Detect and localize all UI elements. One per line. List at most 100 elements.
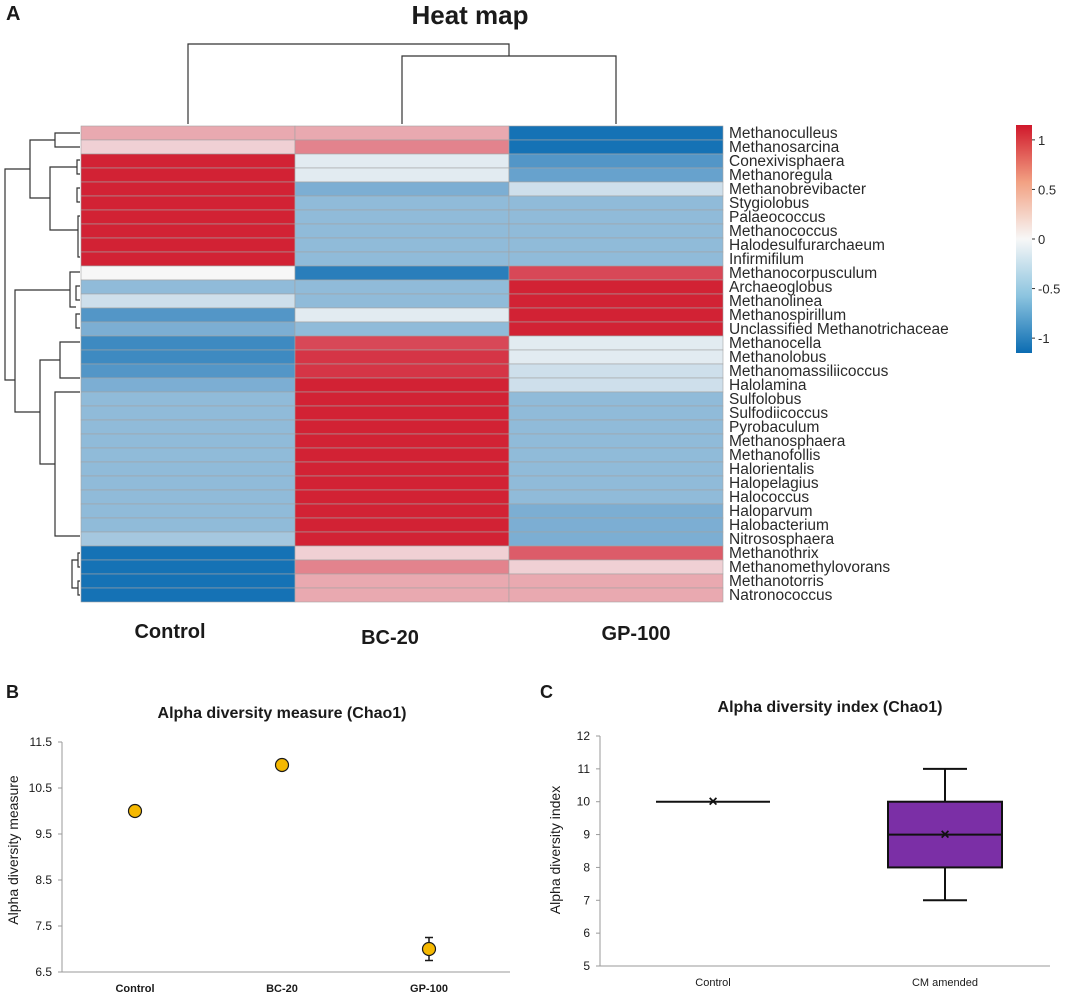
row-dendrogram-branch-2 [76,159,80,175]
heatmap-row-label-sulfolobus: Sulfolobus [729,391,802,408]
box-y-ticks: 12 11 10 9 8 7 6 5 [577,729,600,973]
scatter-points [127,757,437,962]
panel-b-label: B [6,682,19,702]
heatmap-cell-conexivisphaera-control [80,153,296,169]
heatmap-row-label-methanothrix: Methanothrix [729,545,819,562]
color-legend-ticks: 1 0.5 0 -0.5 -1 [1032,133,1060,346]
heatmap-row-label-methanofollis: Methanofollis [729,447,821,464]
heatmap-cell-infirmifilum-gp-100 [508,251,724,267]
heatmap-row-label-methanococcus: Methanococcus [729,223,838,240]
heatmap-cell-halobacterium-gp-100 [508,517,724,533]
heatmap-cell-stygiolobus-gp-100 [508,195,724,211]
scatter-point-control [127,803,143,819]
heatmap-row-label-methanobrevibacter: Methanobrevibacter [729,181,866,198]
heatmap-cell-methanofollis-gp-100 [508,447,724,463]
column-dendrogram-branch-root [187,43,510,124]
heatmap-cell-pyrobaculum-gp-100 [508,419,724,435]
heatmap-cell-stygiolobus-control [80,195,296,211]
box-mean-marker-control: × [708,794,717,811]
heatmap-cell-methanosphaera-bc-20 [294,433,510,449]
heatmap-row-label-methanoregula: Methanoregula [729,167,833,184]
heatmap-cell-methanococcus-control [80,223,296,239]
scatter-y-tick-label-2: 9.5 [35,827,52,841]
heatmap-cell-methanococcus-gp-100 [508,223,724,239]
box-y-tick-label-2: 10 [577,795,591,809]
row-dendrogram-branch-6 [29,139,55,199]
heatmap-cell-methanotorris-gp-100 [508,573,724,589]
heatmap-row-label-haloparvum: Haloparvum [729,503,813,520]
heatmap-cell-methanofollis-control [80,447,296,463]
heatmap-cell-methanobrevibacter-bc-20 [294,181,510,197]
heatmap-cell-methanospirillum-gp-100 [508,307,724,323]
box-x-tick-label-cm-amended: CM amended [912,977,978,989]
heatmap-cell-halorientalis-bc-20 [294,461,510,477]
heatmap-cell-methanocella-control [80,335,296,351]
box-x-tick-label-control: Control [695,977,730,989]
box-x-ticks: Control CM amended [695,977,978,989]
box-y-tick-label-1: 11 [578,762,591,776]
heatmap-cell-halopelagius-gp-100 [508,475,724,491]
box-y-tick-label-0: 12 [577,729,591,743]
color-legend-bar [1016,125,1032,353]
heatmap-cell-methanocorpusculum-control [80,265,296,281]
color-legend-tick-label-3: -0.5 [1038,282,1060,297]
heatmap-row-label-nitrososphaera: Nitrososphaera [729,531,834,548]
scatter-point-gp-100 [421,941,437,957]
heatmap-cell-palaeococcus-control [80,209,296,225]
column-dendrogram-branch-bc-gp [401,55,617,124]
heatmap-cell-methanomethylovorans-control [80,559,296,575]
heatmap-row-label-archaeoglobus: Archaeoglobus [729,279,833,296]
heatmap-cell-methanolobus-bc-20 [294,349,510,365]
box-y-tick-label-7: 5 [583,959,590,973]
heatmap-cell-natronococcus-bc-20 [294,587,510,603]
heatmap-cell-archaeoglobus-bc-20 [294,279,510,295]
heatmap-cell-methanotorris-bc-20 [294,573,510,589]
heatmap-cell-methanothrix-bc-20 [294,545,510,561]
heatmap-cell-sulfolobus-control [80,391,296,407]
heatmap-column-label-control: Control [134,621,205,643]
heatmap-cell-natronococcus-control [80,587,296,603]
heatmap-cell-unclassified-methanotrichaceae-bc-20 [294,321,510,337]
heatmap-cell-unclassified-methanotrichaceae-gp-100 [508,321,724,337]
scatter-x-ticks: Control BC-20 GP-100 [115,983,448,995]
row-dendrogram-branch-11 [54,391,80,537]
panel-c-label: C [540,682,553,702]
heatmap-cell-methanosarcina-bc-20 [294,139,510,155]
heatmap-cells [80,125,724,603]
heatmap-row-label-methanospirillum: Methanospirillum [729,307,846,324]
heatmap-cell-sulfodiicoccus-control [80,405,296,421]
heatmap-cell-methanolinea-control [80,293,296,309]
heatmap-title: Heat map [411,0,528,30]
row-dendrogram [4,132,80,596]
heatmap-cell-methanolobus-gp-100 [508,349,724,365]
heatmap-cell-halobacterium-control [80,517,296,533]
heatmap-row-label-halopelagius: Halopelagius [729,475,819,492]
heatmap-cell-methanosarcina-gp-100 [508,139,724,155]
box-y-tick-label-3: 9 [583,828,590,842]
heatmap-row-label-methanocella: Methanocella [729,335,822,352]
heatmap-row-label-natronococcus: Natronococcus [729,587,833,604]
scatter-y-tick-label-0: 11.5 [30,735,53,749]
box-y-tick-label-5: 7 [583,893,590,907]
heatmap-cell-sulfodiicoccus-bc-20 [294,405,510,421]
heatmap-cell-methanosarcina-control [80,139,296,155]
heatmap-cell-stygiolobus-bc-20 [294,195,510,211]
heatmap-cell-methanocorpusculum-gp-100 [508,265,724,281]
heatmap-cell-halorientalis-gp-100 [508,461,724,477]
heatmap-cell-methanobrevibacter-control [80,181,296,197]
heatmap-cell-methanomassiliicoccus-bc-20 [294,363,510,379]
heatmap-cell-halococcus-gp-100 [508,489,724,505]
heatmap-row-label-halorientalis: Halorientalis [729,461,815,478]
box-y-tick-label-4: 8 [583,860,590,874]
row-dendrogram-branch-12 [39,359,60,465]
heatmap-cell-methanomassiliicoccus-gp-100 [508,363,724,379]
row-dendrogram-branch-9 [69,271,80,308]
heatmap-cell-methanocella-gp-100 [508,335,724,351]
color-legend-tick-label-4: -1 [1038,331,1050,346]
heatmap-cell-methanothrix-control [80,545,296,561]
heatmap-row-label-methanoculleus: Methanoculleus [729,125,838,142]
box-y-tick-label-6: 6 [583,926,590,940]
heatmap-cell-methanosphaera-gp-100 [508,433,724,449]
heatmap-cell-methanolobus-control [80,349,296,365]
